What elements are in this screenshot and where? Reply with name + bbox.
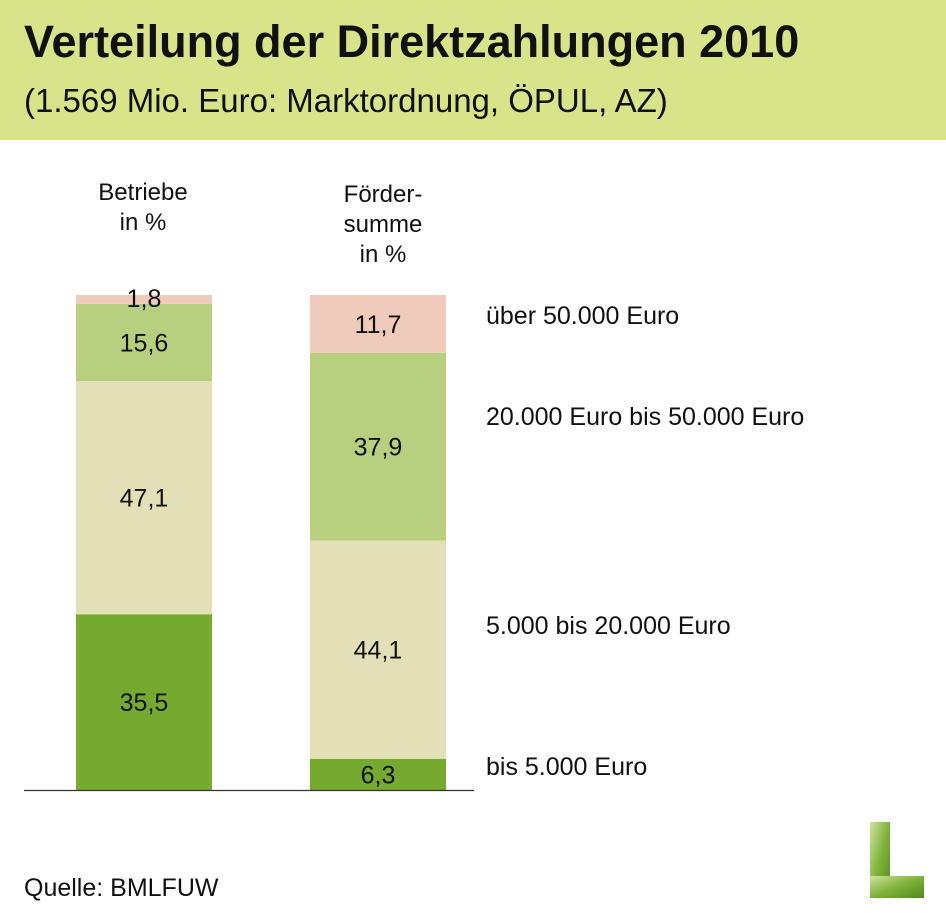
- chart-subtitle: (1.569 Mio. Euro: Marktordnung, ÖPUL, AZ…: [24, 82, 668, 119]
- legend-ueber-50000: über 50.000 Euro: [486, 302, 680, 330]
- header-banner: Verteilung der Direktzahlungen 2010 (1.5…: [0, 0, 946, 140]
- legend-5000-20000: 5.000 bis 20.000 Euro: [486, 612, 731, 640]
- bar-segment-foerdersumme-bis-5000: [310, 758, 446, 790]
- chart-title: Verteilung der Direktzahlungen 2010: [24, 16, 800, 67]
- data-label-foerdersumme-20000-50000: 37,9: [354, 434, 403, 462]
- bar-segment-betriebe-20000-50000: [76, 303, 212, 382]
- bar-segment-betriebe-5000-20000: [76, 381, 212, 615]
- bar-segment-foerdersumme-5000-20000: [310, 540, 446, 759]
- data-label-foerdersumme-bis-5000: 6,3: [361, 761, 396, 789]
- bar-segment-betriebe-bis-5000: [76, 614, 212, 790]
- data-label-betriebe-ueber-50000: 1,8: [127, 285, 162, 313]
- legend-20000-50000: 20.000 Euro bis 50.000 Euro: [486, 403, 805, 431]
- data-label-betriebe-bis-5000: 35,5: [120, 689, 169, 717]
- lebensministerium-logo-icon: [870, 822, 924, 898]
- data-label-foerdersumme-ueber-50000: 11,7: [355, 311, 402, 339]
- source-note: Quelle: BMLFUW: [24, 874, 219, 902]
- column-header-foerdersumme: Förder- summe in %: [343, 181, 423, 268]
- legend-bis-5000: bis 5.000 Euro: [486, 753, 648, 781]
- bar-segment-foerdersumme-20000-50000: [310, 352, 446, 541]
- data-label-foerdersumme-5000-20000: 44,1: [354, 637, 403, 665]
- column-header-betriebe: Betriebe in %: [98, 179, 188, 236]
- bar-segment-betriebe-ueber-50000: [76, 295, 212, 304]
- data-label-betriebe-20000-50000: 15,6: [120, 330, 169, 358]
- bar-segment-foerdersumme-ueber-50000: [310, 295, 446, 353]
- data-label-betriebe-5000-20000: 47,1: [120, 485, 169, 513]
